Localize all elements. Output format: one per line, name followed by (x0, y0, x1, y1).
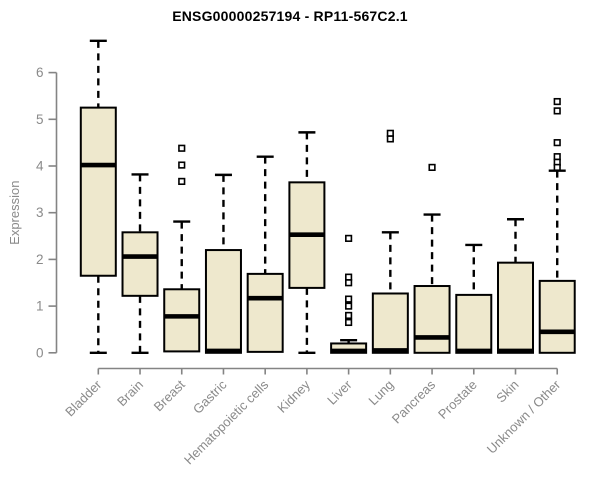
iqr-box (204, 249, 242, 354)
y-tick-label: 3 (36, 205, 44, 220)
outlier-point (553, 107, 561, 115)
box-unknown-other (538, 97, 576, 354)
x-tick-label: Kidney (274, 377, 313, 416)
y-tick-label: 6 (36, 65, 44, 80)
outlier-point (553, 139, 561, 147)
iqr-box (79, 106, 117, 277)
outlier-point (345, 318, 353, 327)
iqr-box (121, 231, 159, 297)
chart-title: ENSG00000257194 - RP11-567C2.1 (172, 8, 408, 24)
outlier-point (345, 279, 353, 287)
iqr-box (497, 261, 534, 354)
x-tick-label: Skin (493, 377, 521, 405)
x-tick-label: Brain (114, 377, 146, 409)
outlier-point (345, 273, 353, 281)
box-gastric (204, 173, 242, 354)
box-brain (121, 173, 159, 354)
outlier-point (553, 163, 561, 172)
outlier-point (386, 129, 394, 137)
outlier-point (345, 302, 353, 310)
y-tick-label: 2 (36, 252, 44, 267)
outlier-point (345, 295, 353, 303)
box-skin (497, 218, 534, 354)
iqr-box (246, 272, 284, 353)
outlier-point (345, 311, 353, 320)
iqr-box (371, 292, 409, 354)
outlier-point (178, 161, 186, 169)
box-bladder (79, 39, 117, 354)
iqr-box (455, 293, 493, 354)
box-pancreas (413, 163, 451, 354)
x-tick-label: Pancreas (389, 377, 439, 427)
outlier-point (553, 153, 561, 161)
outlier-point (428, 163, 436, 172)
box-lung (371, 129, 409, 354)
box-kidney (288, 131, 326, 354)
x-tick-label: Lung (365, 377, 396, 408)
iqr-box (163, 288, 201, 353)
box-breast (163, 144, 201, 353)
outlier-point (178, 144, 186, 152)
iqr-box (538, 279, 576, 354)
y-axis-title: Expression (7, 181, 22, 245)
x-tick-label: Prostate (435, 377, 480, 422)
x-tick-label: Gastric (190, 377, 230, 417)
x-tick-label: Unknown / Other (484, 377, 564, 457)
box-hematopoietic-cells (246, 155, 284, 353)
outlier-point (178, 177, 186, 186)
x-tick-label: Liver (324, 377, 355, 408)
iqr-box (413, 285, 451, 354)
x-tick-label: Bladder (62, 377, 105, 420)
box-liver (330, 234, 368, 354)
box-prostate (455, 243, 493, 354)
y-tick-label: 5 (36, 112, 44, 127)
outlier-point (386, 135, 394, 143)
outlier-point (553, 97, 561, 106)
x-tick-label: Breast (151, 377, 188, 414)
outlier-point (345, 234, 353, 242)
y-tick-label: 1 (36, 299, 44, 314)
y-tick-label: 4 (36, 159, 44, 174)
y-tick-label: 0 (36, 345, 44, 360)
